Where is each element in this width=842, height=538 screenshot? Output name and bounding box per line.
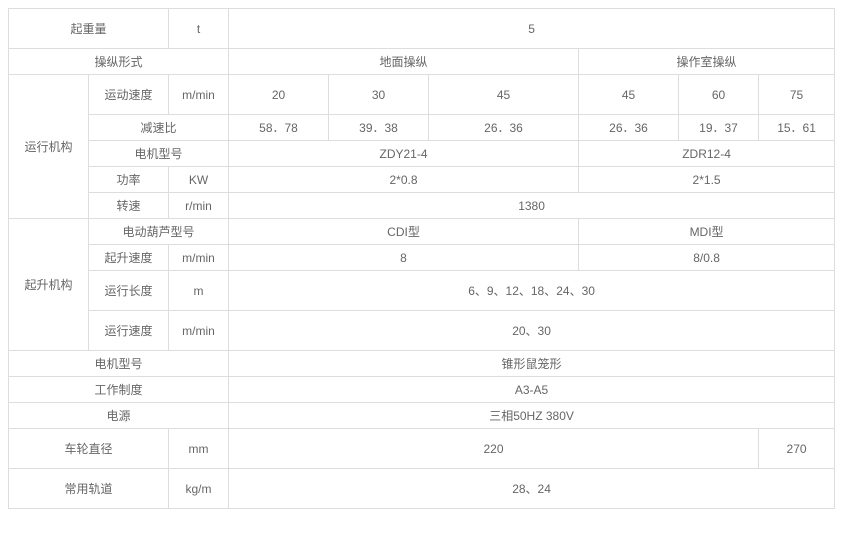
table-cell: 电动葫芦型号 xyxy=(89,219,229,245)
table-cell: 工作制度 xyxy=(9,377,229,403)
table-cell: 运行机构 xyxy=(9,75,89,219)
table-cell: 电机型号 xyxy=(89,141,229,167)
table-cell: ZDY21-4 xyxy=(229,141,579,167)
table-row: 减速比58．7839．3826．3626．3619．3715．61 xyxy=(9,115,835,141)
table-cell: kg/m xyxy=(169,469,229,509)
table-cell: 2*1.5 xyxy=(579,167,835,193)
table-cell: m/min xyxy=(169,245,229,271)
table-cell: 58．78 xyxy=(229,115,329,141)
table-cell: 20 xyxy=(229,75,329,115)
table-row: 工作制度A3-A5 xyxy=(9,377,835,403)
table-cell: 起升速度 xyxy=(89,245,169,271)
table-row: 转速r/min1380 xyxy=(9,193,835,219)
table-cell: A3-A5 xyxy=(229,377,835,403)
table-cell: 三相50HZ 380V xyxy=(229,403,835,429)
table-row: 起重量t5 xyxy=(9,9,835,49)
table-row: 车轮直径mm220270 xyxy=(9,429,835,469)
table-cell: m xyxy=(169,271,229,311)
table-cell: 6、9、12、18、24、30 xyxy=(229,271,835,311)
table-cell: mm xyxy=(169,429,229,469)
table-row: 电机型号ZDY21-4ZDR12-4 xyxy=(9,141,835,167)
table-cell: 常用轨道 xyxy=(9,469,169,509)
table-row: 电机型号锥形鼠笼形 xyxy=(9,351,835,377)
table-cell: 地面操纵 xyxy=(229,49,579,75)
table-cell: 电机型号 xyxy=(9,351,229,377)
table-cell: 操纵形式 xyxy=(9,49,229,75)
table-cell: 60 xyxy=(679,75,759,115)
table-cell: 26．36 xyxy=(429,115,579,141)
table-cell: 起重量 xyxy=(9,9,169,49)
table-row: 起升机构电动葫芦型号CDI型MDI型 xyxy=(9,219,835,245)
table-cell: 车轮直径 xyxy=(9,429,169,469)
table-cell: 5 xyxy=(229,9,835,49)
table-cell: 28、24 xyxy=(229,469,835,509)
table-cell: CDI型 xyxy=(229,219,579,245)
table-cell: 8/0.8 xyxy=(579,245,835,271)
table-cell: 减速比 xyxy=(89,115,229,141)
table-cell: m/min xyxy=(169,311,229,351)
table-cell: 转速 xyxy=(89,193,169,219)
table-cell: 220 xyxy=(229,429,759,469)
table-row: 操纵形式地面操纵操作室操纵 xyxy=(9,49,835,75)
table-cell: 电源 xyxy=(9,403,229,429)
table-cell: 45 xyxy=(429,75,579,115)
table-cell: 15．61 xyxy=(759,115,835,141)
table-row: 运行机构运动速度m/min203045456075 xyxy=(9,75,835,115)
table-cell: 起升机构 xyxy=(9,219,89,351)
table-cell: 2*0.8 xyxy=(229,167,579,193)
table-row: 电源三相50HZ 380V xyxy=(9,403,835,429)
table-row: 运行长度m6、9、12、18、24、30 xyxy=(9,271,835,311)
table-cell: MDI型 xyxy=(579,219,835,245)
table-row: 运行速度m/min20、30 xyxy=(9,311,835,351)
table-cell: KW xyxy=(169,167,229,193)
spec-table: 起重量t5操纵形式地面操纵操作室操纵运行机构运动速度m/min203045456… xyxy=(8,8,835,509)
table-cell: 运行长度 xyxy=(89,271,169,311)
table-cell: 8 xyxy=(229,245,579,271)
table-cell: 运动速度 xyxy=(89,75,169,115)
table-cell: 270 xyxy=(759,429,835,469)
table-cell: r/min xyxy=(169,193,229,219)
table-cell: 运行速度 xyxy=(89,311,169,351)
table-cell: 75 xyxy=(759,75,835,115)
table-cell: 26．36 xyxy=(579,115,679,141)
table-row: 功率KW2*0.82*1.5 xyxy=(9,167,835,193)
table-cell: 锥形鼠笼形 xyxy=(229,351,835,377)
table-cell: ZDR12-4 xyxy=(579,141,835,167)
table-cell: 20、30 xyxy=(229,311,835,351)
table-row: 常用轨道kg/m28、24 xyxy=(9,469,835,509)
table-cell: 操作室操纵 xyxy=(579,49,835,75)
table-cell: m/min xyxy=(169,75,229,115)
table-cell: 30 xyxy=(329,75,429,115)
table-cell: 19．37 xyxy=(679,115,759,141)
table-cell: t xyxy=(169,9,229,49)
table-cell: 45 xyxy=(579,75,679,115)
table-row: 起升速度m/min88/0.8 xyxy=(9,245,835,271)
table-cell: 1380 xyxy=(229,193,835,219)
table-cell: 39．38 xyxy=(329,115,429,141)
table-cell: 功率 xyxy=(89,167,169,193)
